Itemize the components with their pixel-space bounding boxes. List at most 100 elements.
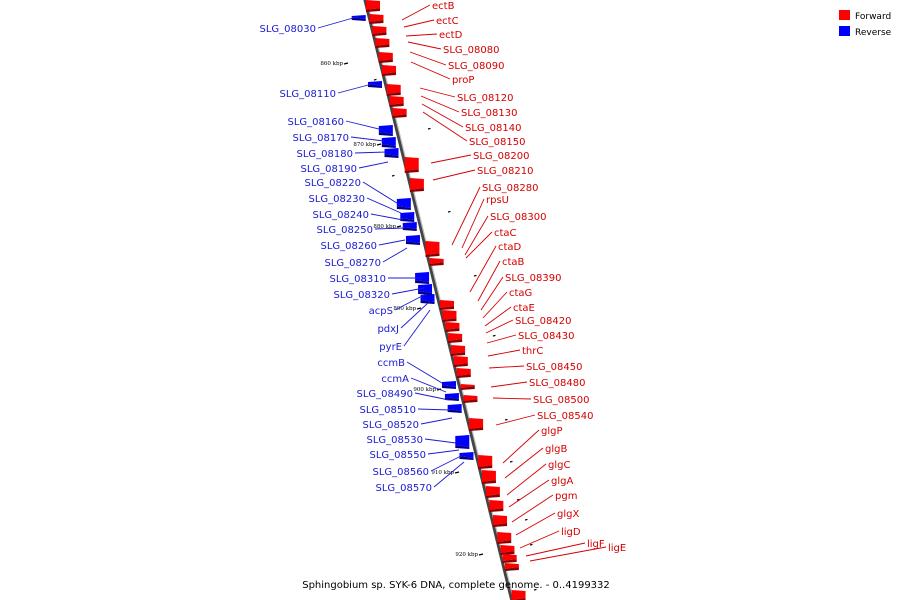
forward-leader xyxy=(511,494,554,523)
reverse-gene-label: SLG_08550 xyxy=(370,450,426,461)
forward-leader xyxy=(421,103,464,128)
forward-leader xyxy=(422,111,468,142)
tick-mark xyxy=(376,143,382,146)
forward-leader xyxy=(477,260,501,302)
forward-leader xyxy=(490,381,528,388)
forward-gene-label: ctaB xyxy=(502,257,525,268)
tick-label: 920 kbp xyxy=(455,552,478,558)
reverse-leader xyxy=(403,309,431,347)
forward-gene xyxy=(389,96,404,107)
reverse-gene xyxy=(378,125,393,136)
forward-leader xyxy=(432,169,476,181)
reverse-leader xyxy=(366,197,402,214)
minor-tick xyxy=(529,543,533,546)
reverse-leader xyxy=(391,287,425,295)
forward-leader xyxy=(465,231,493,259)
forward-leader xyxy=(484,306,512,327)
tick-mark xyxy=(396,225,402,228)
reverse-gene-label: SLG_08320 xyxy=(334,290,390,301)
forward-gene xyxy=(500,545,515,555)
forward-leader xyxy=(409,51,447,66)
minor-tick xyxy=(473,274,477,277)
forward-gene xyxy=(511,590,526,600)
reverse-gene-label: SLG_08520 xyxy=(363,420,419,431)
forward-gene xyxy=(453,356,468,367)
forward-leader xyxy=(487,349,521,357)
forward-gene xyxy=(456,368,471,378)
reverse-leader xyxy=(345,120,384,131)
forward-gene-label: pgm xyxy=(555,491,577,502)
reverse-gene xyxy=(384,148,399,158)
forward-gene xyxy=(369,14,384,24)
forward-leader xyxy=(485,319,514,334)
forward-leader xyxy=(464,215,489,256)
minor-tick xyxy=(509,460,513,463)
forward-leader xyxy=(495,414,536,426)
forward-gene xyxy=(404,157,419,173)
reverse-leader xyxy=(337,83,373,94)
forward-gene-label: ligE xyxy=(608,543,626,554)
backbone-line xyxy=(363,0,514,600)
forward-leader xyxy=(451,186,481,246)
minor-tick xyxy=(516,498,520,501)
reverse-gene-label: ccmB xyxy=(377,358,405,369)
forward-gene-label: SLG_08420 xyxy=(515,316,571,327)
reverse-leader xyxy=(358,161,389,169)
forward-gene xyxy=(372,26,387,36)
forward-gene-label: SLG_08430 xyxy=(518,331,574,342)
forward-gene-label: SLG_08150 xyxy=(469,137,525,148)
forward-gene-label: glgA xyxy=(551,476,573,487)
genome-caption: Sphingobium sp. SYK-6 DNA, complete geno… xyxy=(302,580,610,591)
reverse-leader xyxy=(433,461,465,488)
forward-gene xyxy=(429,258,444,266)
forward-leader xyxy=(519,530,560,549)
tick-label: 860 kbp xyxy=(320,61,343,67)
reverse-leader xyxy=(410,377,447,393)
reverse-gene xyxy=(402,222,417,231)
forward-gene-label: rpsU xyxy=(486,195,509,206)
tick-label: 900 kbp xyxy=(413,387,436,393)
forward-gene-label: SLG_08080 xyxy=(443,45,499,56)
forward-gene-label: ectC xyxy=(436,16,459,27)
reverse-leader xyxy=(417,408,451,411)
reverse-leader xyxy=(378,239,406,246)
legend-reverse-label: Reverse xyxy=(855,28,892,38)
forward-gene xyxy=(445,322,460,332)
reverse-leader xyxy=(424,438,457,444)
forward-leader xyxy=(529,546,607,562)
reverse-leader xyxy=(400,302,429,329)
reverse-gene xyxy=(415,272,430,284)
reverse-leader xyxy=(362,181,401,206)
forward-gene xyxy=(478,455,493,469)
forward-gene xyxy=(442,310,457,322)
gene-layer xyxy=(351,0,526,600)
reverse-gene xyxy=(351,15,366,21)
forward-gene-label: glgP xyxy=(541,426,563,437)
reverse-gene-label: SLG_08570 xyxy=(376,483,432,494)
forward-gene-label: SLG_08500 xyxy=(533,395,589,406)
reverse-leader xyxy=(420,417,453,425)
forward-gene xyxy=(409,178,424,192)
tick-layer: 860 kbp 870 kbp 880 kbp 890 kbp 900 kbp 910 k… xyxy=(320,61,537,591)
tick-mark xyxy=(454,471,460,474)
forward-leader xyxy=(502,429,540,464)
forward-leader xyxy=(461,198,485,249)
forward-gene-label: ectD xyxy=(439,30,463,41)
forward-gene-label: thrC xyxy=(522,346,543,357)
forward-gene-label: ctaD xyxy=(498,242,522,253)
forward-gene xyxy=(448,333,463,343)
forward-gene xyxy=(469,418,484,431)
reverse-gene-label: pyrE xyxy=(379,342,402,353)
reverse-gene-label: SLG_08030 xyxy=(260,24,316,35)
label-layer: ectB ectC ectD SLG_08080 SLG_08090 proP SLG_08… xyxy=(260,1,626,562)
reverse-leader xyxy=(317,17,354,29)
reverse-leader xyxy=(374,227,405,230)
reverse-gene-label: SLG_08180 xyxy=(297,149,353,160)
reverse-leader xyxy=(350,136,385,142)
reverse-gene xyxy=(420,294,435,304)
reverse-gene-label: SLG_08190 xyxy=(301,164,357,175)
reverse-gene-label: acpS xyxy=(369,306,393,317)
tick-label: 910 kbp xyxy=(431,470,454,476)
reverse-gene xyxy=(367,81,382,88)
